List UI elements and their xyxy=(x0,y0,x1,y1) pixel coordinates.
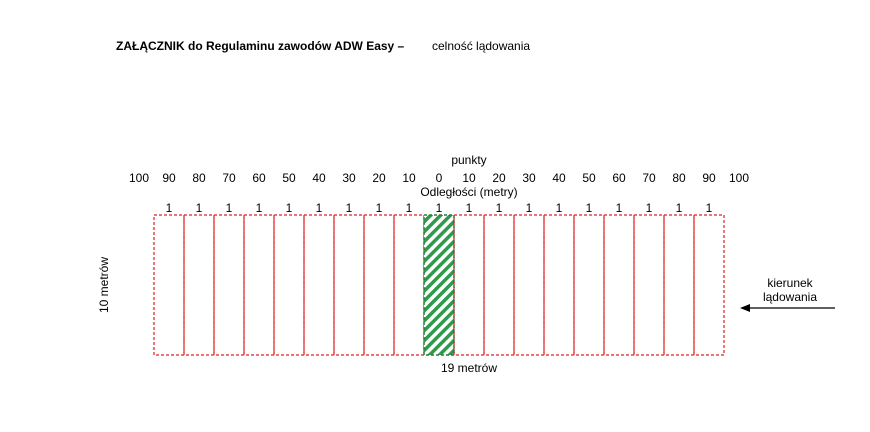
zone-box xyxy=(573,214,605,356)
distance-label: 40 xyxy=(552,171,566,185)
zone-box xyxy=(543,214,575,356)
distance-label: 20 xyxy=(492,171,506,185)
distance-label: 50 xyxy=(282,171,296,185)
zone-box xyxy=(513,214,545,356)
points-value: 1 xyxy=(346,201,353,215)
zone-box xyxy=(213,214,245,356)
points-value: 1 xyxy=(646,201,653,215)
points-value: 1 xyxy=(616,201,623,215)
points-value: 1 xyxy=(676,201,683,215)
points-value: 1 xyxy=(166,201,173,215)
distance-label: 10 xyxy=(462,171,476,185)
zone-box xyxy=(633,214,665,356)
points-value: 1 xyxy=(316,201,323,215)
distance-label: 20 xyxy=(372,171,386,185)
distance-label: 100 xyxy=(129,171,149,185)
direction-label: lądowania xyxy=(763,290,817,304)
height-label: 10 metrów xyxy=(97,257,111,313)
zone-box xyxy=(693,214,725,356)
points-value: 1 xyxy=(256,201,263,215)
points-value: 1 xyxy=(436,201,443,215)
direction-label: kierunek xyxy=(767,276,813,290)
distance-label: 40 xyxy=(312,171,326,185)
points-value: 1 xyxy=(406,201,413,215)
distance-label: 60 xyxy=(612,171,626,185)
zone-box xyxy=(333,214,365,356)
zone-box xyxy=(453,214,485,356)
distance-label: 10 xyxy=(402,171,416,185)
points-value: 1 xyxy=(286,201,293,215)
points-value: 1 xyxy=(226,201,233,215)
width-label: 19 metrów xyxy=(441,361,497,375)
distance-label: 80 xyxy=(192,171,206,185)
points-label: punkty xyxy=(451,153,486,167)
zone-box xyxy=(243,214,275,356)
points-value: 1 xyxy=(196,201,203,215)
zone-box xyxy=(393,214,425,356)
zone-box xyxy=(663,214,695,356)
zone-box xyxy=(603,214,635,356)
points-value: 1 xyxy=(376,201,383,215)
zone-box xyxy=(483,214,515,356)
zone-box xyxy=(273,214,305,356)
distance-label: 90 xyxy=(702,171,716,185)
points-value: 1 xyxy=(466,201,473,215)
points-value: 1 xyxy=(556,201,563,215)
distance-label: 30 xyxy=(522,171,536,185)
distance-label: 80 xyxy=(672,171,686,185)
distance-label: 50 xyxy=(582,171,596,185)
zone-box xyxy=(153,214,185,356)
title-normal: celność lądowania xyxy=(432,39,530,53)
points-value: 1 xyxy=(526,201,533,215)
target-box xyxy=(423,214,455,356)
distance-label: 70 xyxy=(222,171,236,185)
distance-label: 30 xyxy=(342,171,356,185)
zone-box xyxy=(303,214,335,356)
zone-box xyxy=(363,214,395,356)
distance-label: 90 xyxy=(162,171,176,185)
distance-label: 70 xyxy=(642,171,656,185)
arrow-head xyxy=(740,304,750,312)
distance-label: 0 xyxy=(436,171,443,185)
zone-box xyxy=(183,214,215,356)
points-value: 1 xyxy=(586,201,593,215)
distance-label: 100 xyxy=(729,171,749,185)
title-bold: ZAŁĄCZNIK do Regulaminu zawodów ADW Easy… xyxy=(116,39,405,53)
distances-label: Odległości (metry) xyxy=(420,185,517,199)
points-value: 1 xyxy=(706,201,713,215)
points-value: 1 xyxy=(496,201,503,215)
distance-label: 60 xyxy=(252,171,266,185)
